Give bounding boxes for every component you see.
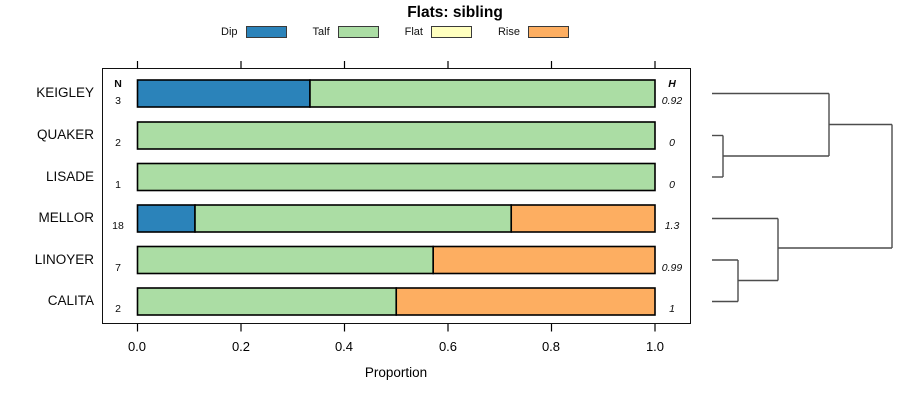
x-tick-0.2: 0.2 <box>231 339 251 354</box>
row-label-calita: CALITA <box>47 293 94 308</box>
legend-item-dip: Dip <box>221 26 287 38</box>
h-column-header: H <box>668 78 676 90</box>
row-label-mellor: MELLOR <box>38 210 94 225</box>
legend-item-talf: Talf <box>313 26 379 38</box>
bar-segment-calita-talf <box>136 287 398 316</box>
x-tick-0.4: 0.4 <box>334 339 354 354</box>
x-tick-0.6: 0.6 <box>438 339 458 354</box>
legend-swatch-talf <box>337 26 379 38</box>
h-value-lisade: 0 <box>669 179 675 191</box>
bar-segment-keigley-talf <box>309 79 656 108</box>
bar-segment-keigley-dip <box>136 79 311 108</box>
x-axis-title: Proportion <box>364 365 428 380</box>
bar-segment-mellor-rise <box>510 204 656 233</box>
h-value-keigley: 0.92 <box>661 95 683 107</box>
x-tick-0.0: 0.0 <box>127 339 147 354</box>
bar-segment-quaker-talf <box>136 121 656 150</box>
legend-item-rise: Rise <box>498 26 569 38</box>
bar-segment-linoyer-rise <box>432 245 656 275</box>
n-column-header: N <box>114 78 122 90</box>
n-value-mellor: 18 <box>112 220 124 232</box>
n-value-calita: 2 <box>115 303 121 315</box>
row-label-keigley: KEIGLEY <box>36 85 94 100</box>
bar-segment-mellor-dip <box>136 204 196 233</box>
h-value-linoyer: 0.99 <box>661 262 683 274</box>
legend-label-talf: Talf <box>312 26 330 38</box>
plot-panel-border <box>102 68 691 324</box>
x-tick-0.8: 0.8 <box>541 339 561 354</box>
n-value-linoyer: 7 <box>115 262 121 274</box>
legend-swatch-dip <box>245 26 287 38</box>
bar-segment-lisade-talf <box>136 162 656 192</box>
legend: Dip Talf Flat Rise <box>221 26 569 38</box>
chart-title: Flats: sibling <box>407 4 503 21</box>
bar-segment-linoyer-talf <box>136 245 434 275</box>
row-label-lisade: LISADE <box>45 169 94 184</box>
legend-label-rise: Rise <box>497 26 520 38</box>
n-value-keigley: 3 <box>115 95 121 107</box>
h-value-quaker: 0 <box>669 137 675 149</box>
n-value-quaker: 2 <box>115 137 121 149</box>
bar-segment-calita-rise <box>395 287 656 316</box>
legend-swatch-rise <box>528 26 569 38</box>
x-tick-1.0: 1.0 <box>645 339 665 354</box>
n-value-lisade: 1 <box>115 179 121 191</box>
legend-label-flat: Flat <box>404 26 423 38</box>
h-value-mellor: 1.3 <box>664 220 680 232</box>
row-label-linoyer: LINOYER <box>34 252 94 267</box>
legend-item-flat: Flat <box>405 26 472 38</box>
row-label-quaker: QUAKER <box>36 127 94 142</box>
bar-segment-mellor-talf <box>194 204 513 233</box>
legend-swatch-flat <box>430 26 472 38</box>
legend-label-dip: Dip <box>221 26 238 38</box>
h-value-calita: 1 <box>669 303 675 315</box>
